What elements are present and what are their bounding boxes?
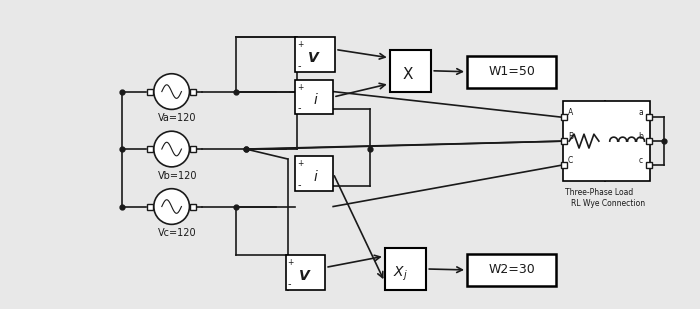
Text: A: A	[568, 108, 573, 117]
Bar	[295, 37, 335, 72]
Bar	[295, 156, 333, 191]
Text: +: +	[298, 83, 304, 91]
Text: RL Wye Connection: RL Wye Connection	[571, 199, 645, 208]
Circle shape	[154, 131, 190, 167]
Text: X: X	[402, 67, 413, 82]
Text: W1=50: W1=50	[488, 65, 535, 78]
Text: -: -	[298, 180, 301, 190]
Text: Va=120: Va=120	[158, 113, 196, 123]
Text: +: +	[298, 159, 304, 168]
Text: Vc=120: Vc=120	[158, 228, 197, 238]
Text: -: -	[298, 104, 301, 113]
Text: C: C	[568, 156, 573, 165]
Bar	[286, 255, 326, 290]
Text: +: +	[288, 258, 294, 267]
Bar	[467, 254, 556, 286]
Bar	[563, 101, 650, 181]
Text: -: -	[288, 279, 291, 289]
Text: $X_j$: $X_j$	[393, 265, 407, 283]
Text: W2=30: W2=30	[488, 264, 535, 277]
Text: b: b	[638, 132, 643, 141]
Bar	[295, 80, 333, 114]
Text: Three-Phase Load: Three-Phase Load	[565, 188, 634, 197]
Circle shape	[154, 189, 190, 224]
Bar	[385, 248, 426, 290]
Bar	[390, 50, 431, 91]
Text: B: B	[568, 132, 573, 141]
Text: V: V	[309, 51, 319, 65]
Text: i: i	[314, 93, 317, 108]
Text: -: -	[298, 61, 301, 71]
Text: V: V	[298, 269, 309, 283]
Text: a: a	[638, 108, 643, 117]
Text: +: +	[298, 40, 304, 49]
Text: c: c	[638, 156, 643, 165]
Text: Vb=120: Vb=120	[158, 171, 197, 181]
Bar	[467, 56, 556, 88]
Circle shape	[154, 74, 190, 109]
Text: i: i	[314, 170, 317, 184]
